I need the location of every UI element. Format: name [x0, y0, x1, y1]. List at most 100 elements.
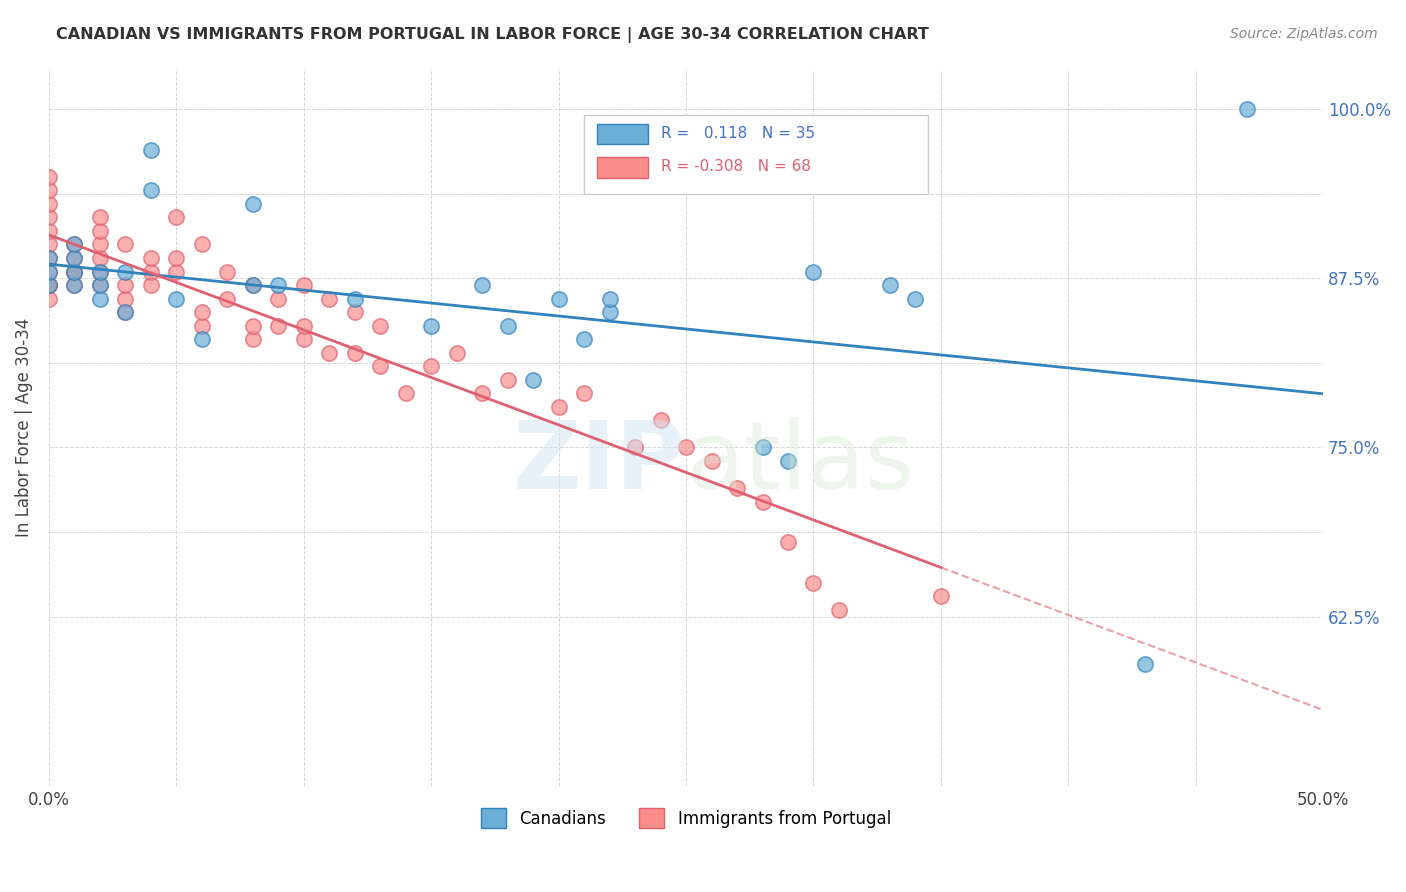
Point — [89, 224, 111, 238]
Point — [38, 278, 60, 293]
Point — [725, 481, 748, 495]
Point — [114, 237, 136, 252]
Point — [828, 603, 851, 617]
Point — [63, 251, 86, 265]
Point — [38, 292, 60, 306]
Point — [242, 332, 264, 346]
Point — [165, 292, 187, 306]
Text: Source: ZipAtlas.com: Source: ZipAtlas.com — [1230, 27, 1378, 41]
Point — [38, 197, 60, 211]
Point — [471, 386, 494, 401]
Point — [343, 292, 366, 306]
Point — [599, 305, 621, 319]
Point — [38, 211, 60, 225]
Point — [471, 278, 494, 293]
Point — [114, 264, 136, 278]
Point — [114, 305, 136, 319]
Point — [547, 400, 569, 414]
Point — [318, 292, 340, 306]
Point — [165, 264, 187, 278]
Point — [675, 441, 697, 455]
Point — [420, 359, 443, 374]
Point — [368, 359, 391, 374]
Point — [267, 318, 290, 333]
Point — [38, 251, 60, 265]
Point — [624, 441, 647, 455]
Point — [139, 251, 162, 265]
Legend: Canadians, Immigrants from Portugal: Canadians, Immigrants from Portugal — [474, 801, 897, 835]
Point — [63, 264, 86, 278]
FancyBboxPatch shape — [598, 158, 648, 178]
Point — [343, 305, 366, 319]
Point — [242, 278, 264, 293]
Point — [879, 278, 901, 293]
Point — [139, 183, 162, 197]
Point — [114, 278, 136, 293]
Point — [547, 292, 569, 306]
Point — [114, 292, 136, 306]
Point — [751, 441, 773, 455]
Point — [114, 305, 136, 319]
Point — [139, 143, 162, 157]
Point — [38, 251, 60, 265]
Point — [292, 332, 315, 346]
Point — [38, 169, 60, 184]
Point — [395, 386, 418, 401]
Point — [165, 211, 187, 225]
Point — [700, 454, 723, 468]
Point — [751, 494, 773, 508]
Point — [63, 264, 86, 278]
Point — [89, 264, 111, 278]
Point — [217, 264, 239, 278]
Point — [318, 345, 340, 359]
Point — [803, 264, 825, 278]
Point — [38, 278, 60, 293]
Point — [242, 197, 264, 211]
Point — [217, 292, 239, 306]
Point — [89, 237, 111, 252]
Point — [38, 264, 60, 278]
Point — [242, 318, 264, 333]
Point — [242, 278, 264, 293]
Point — [343, 345, 366, 359]
Point — [496, 373, 519, 387]
Point — [803, 575, 825, 590]
Point — [191, 305, 214, 319]
Point — [139, 278, 162, 293]
Point — [191, 332, 214, 346]
Point — [650, 413, 672, 427]
Point — [904, 292, 927, 306]
Point — [446, 345, 468, 359]
Text: CANADIAN VS IMMIGRANTS FROM PORTUGAL IN LABOR FORCE | AGE 30-34 CORRELATION CHAR: CANADIAN VS IMMIGRANTS FROM PORTUGAL IN … — [56, 27, 929, 43]
Text: R =   0.118   N = 35: R = 0.118 N = 35 — [661, 126, 814, 141]
Point — [191, 237, 214, 252]
Point — [89, 264, 111, 278]
Point — [63, 278, 86, 293]
Point — [165, 251, 187, 265]
Point — [191, 318, 214, 333]
Point — [292, 278, 315, 293]
Point — [496, 318, 519, 333]
Point — [368, 318, 391, 333]
Point — [38, 278, 60, 293]
Point — [776, 535, 799, 549]
Point — [89, 251, 111, 265]
Point — [89, 292, 111, 306]
Bar — [583, 115, 928, 194]
Point — [572, 332, 595, 346]
Point — [38, 183, 60, 197]
Y-axis label: In Labor Force | Age 30-34: In Labor Force | Age 30-34 — [15, 318, 32, 537]
Point — [522, 373, 544, 387]
Point — [776, 454, 799, 468]
Point — [139, 264, 162, 278]
Point — [63, 278, 86, 293]
Point — [89, 278, 111, 293]
Point — [599, 292, 621, 306]
Point — [38, 224, 60, 238]
Point — [63, 264, 86, 278]
Point — [292, 318, 315, 333]
Point — [89, 278, 111, 293]
Point — [1133, 657, 1156, 671]
Text: R = -0.308   N = 68: R = -0.308 N = 68 — [661, 160, 811, 174]
Point — [929, 590, 952, 604]
